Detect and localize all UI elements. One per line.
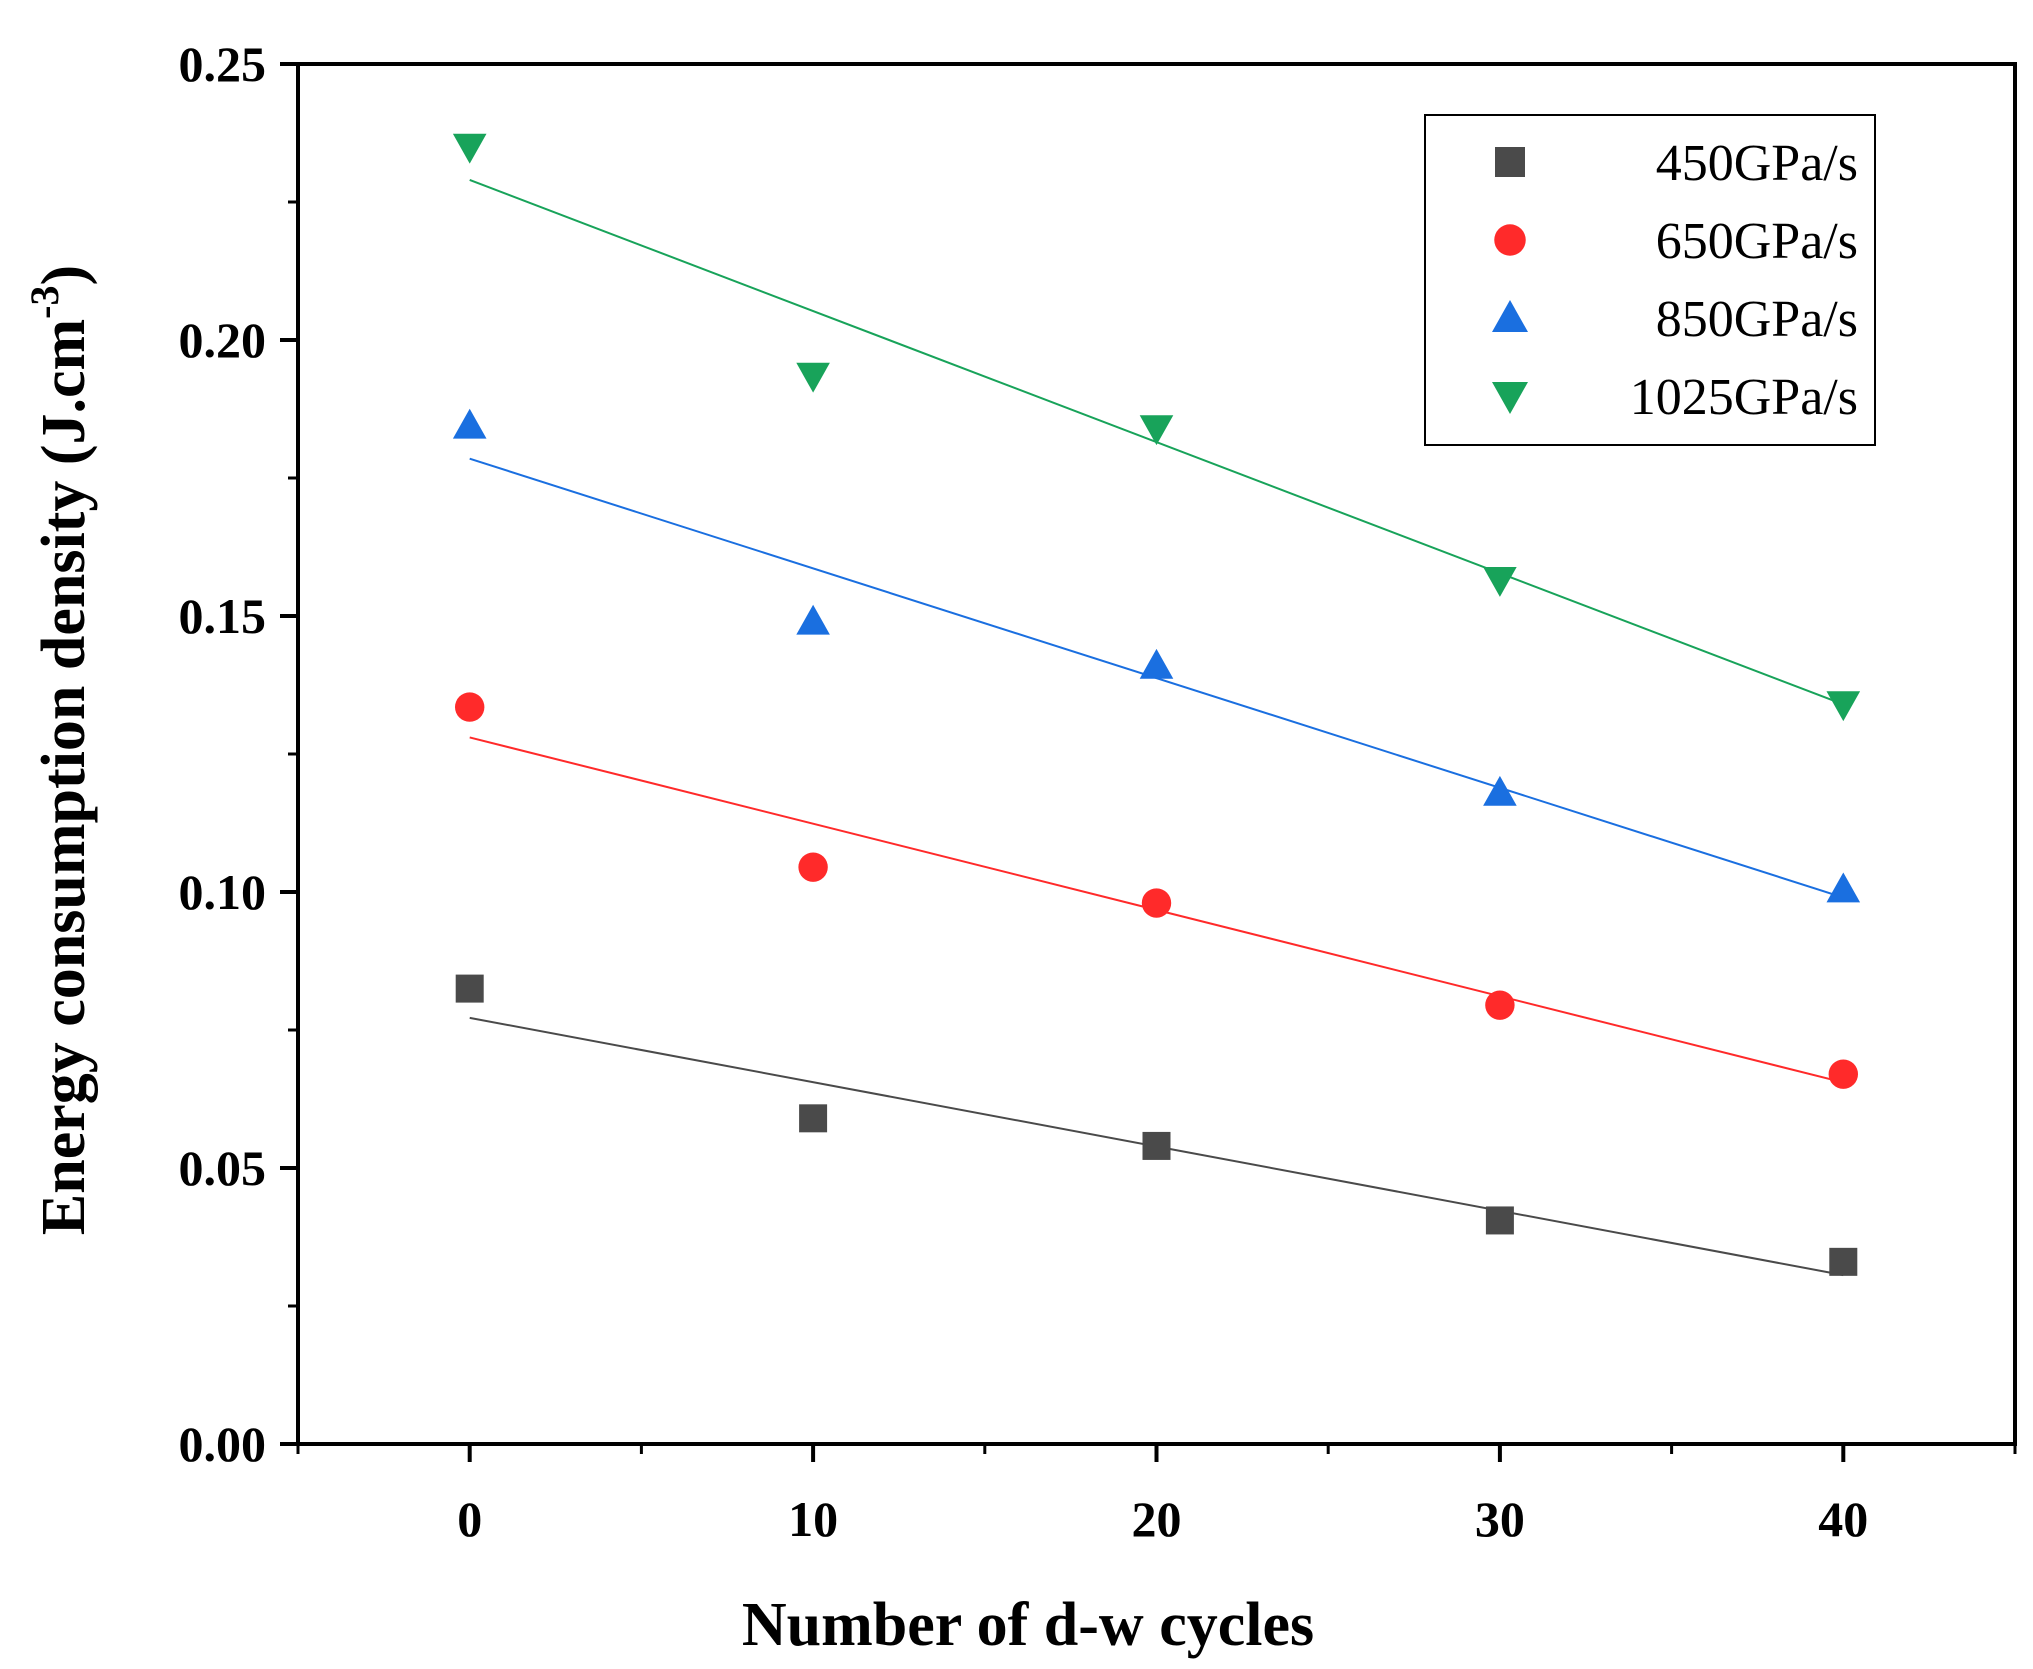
y-tick-labels: 0.00 0.05 0.10 0.15 0.20 0.25 bbox=[179, 36, 267, 1472]
data-point bbox=[1829, 1247, 1858, 1276]
legend-marker bbox=[1492, 381, 1528, 414]
y-tick-label: 0.20 bbox=[179, 312, 267, 368]
y-tick-label: 0.00 bbox=[179, 1416, 267, 1472]
y-tick-label: 0.15 bbox=[179, 588, 267, 644]
data-point bbox=[1826, 872, 1861, 903]
legend-label: 450GPa/s bbox=[1656, 135, 1858, 192]
data-point bbox=[796, 362, 830, 393]
legend-marker bbox=[1494, 224, 1526, 256]
data-point bbox=[452, 133, 487, 164]
x-tick-label: 40 bbox=[1818, 1491, 1868, 1547]
y-axis-title-main: Energy consumption density (J.cm bbox=[30, 319, 98, 1235]
legend-marker bbox=[1495, 147, 1525, 177]
data-point bbox=[452, 408, 487, 439]
data-point bbox=[1483, 567, 1517, 597]
data-point bbox=[799, 1104, 828, 1133]
y-axis-title: Energy consumption density (J.cm-3) bbox=[22, 265, 98, 1235]
y-axis-title-superscript: -3 bbox=[22, 286, 67, 319]
x-tick-label: 30 bbox=[1475, 1491, 1525, 1547]
y-tick-label: 0.25 bbox=[179, 36, 267, 92]
data-point bbox=[1485, 1206, 1514, 1235]
data-markers bbox=[452, 133, 1861, 1276]
x-tick-label: 20 bbox=[1132, 1491, 1182, 1547]
data-point bbox=[1483, 775, 1517, 806]
y-tick-label: 0.10 bbox=[179, 864, 267, 920]
x-tick-label: 10 bbox=[788, 1491, 838, 1547]
data-point bbox=[1139, 415, 1174, 446]
data-point bbox=[1142, 1131, 1171, 1160]
data-point bbox=[1141, 888, 1172, 918]
legend-label: 850GPa/s bbox=[1656, 291, 1858, 348]
data-point bbox=[1826, 691, 1861, 722]
data-point bbox=[1485, 990, 1515, 1020]
data-point bbox=[1828, 1059, 1859, 1089]
legend-marker bbox=[1492, 300, 1528, 333]
data-point bbox=[796, 604, 830, 635]
data-point bbox=[455, 692, 485, 722]
data-point bbox=[1139, 648, 1174, 679]
legend-label: 650GPa/s bbox=[1656, 213, 1858, 270]
legend-label: 1025GPa/s bbox=[1630, 369, 1858, 426]
y-axis-title-close: ) bbox=[30, 265, 98, 286]
y-tick-label: 0.05 bbox=[179, 1140, 267, 1196]
x-axis-title: Number of d-w cycles bbox=[742, 1591, 1314, 1659]
data-point bbox=[455, 974, 484, 1003]
data-point bbox=[798, 852, 828, 882]
x-tick-label: 0 bbox=[457, 1491, 482, 1547]
axis-ticks bbox=[280, 62, 2017, 1462]
x-tick-labels: 0 10 20 30 40 bbox=[457, 1491, 1868, 1547]
legend: 450GPa/s 650GPa/s 850GPa/s 1025GPa/s bbox=[1424, 114, 1876, 446]
